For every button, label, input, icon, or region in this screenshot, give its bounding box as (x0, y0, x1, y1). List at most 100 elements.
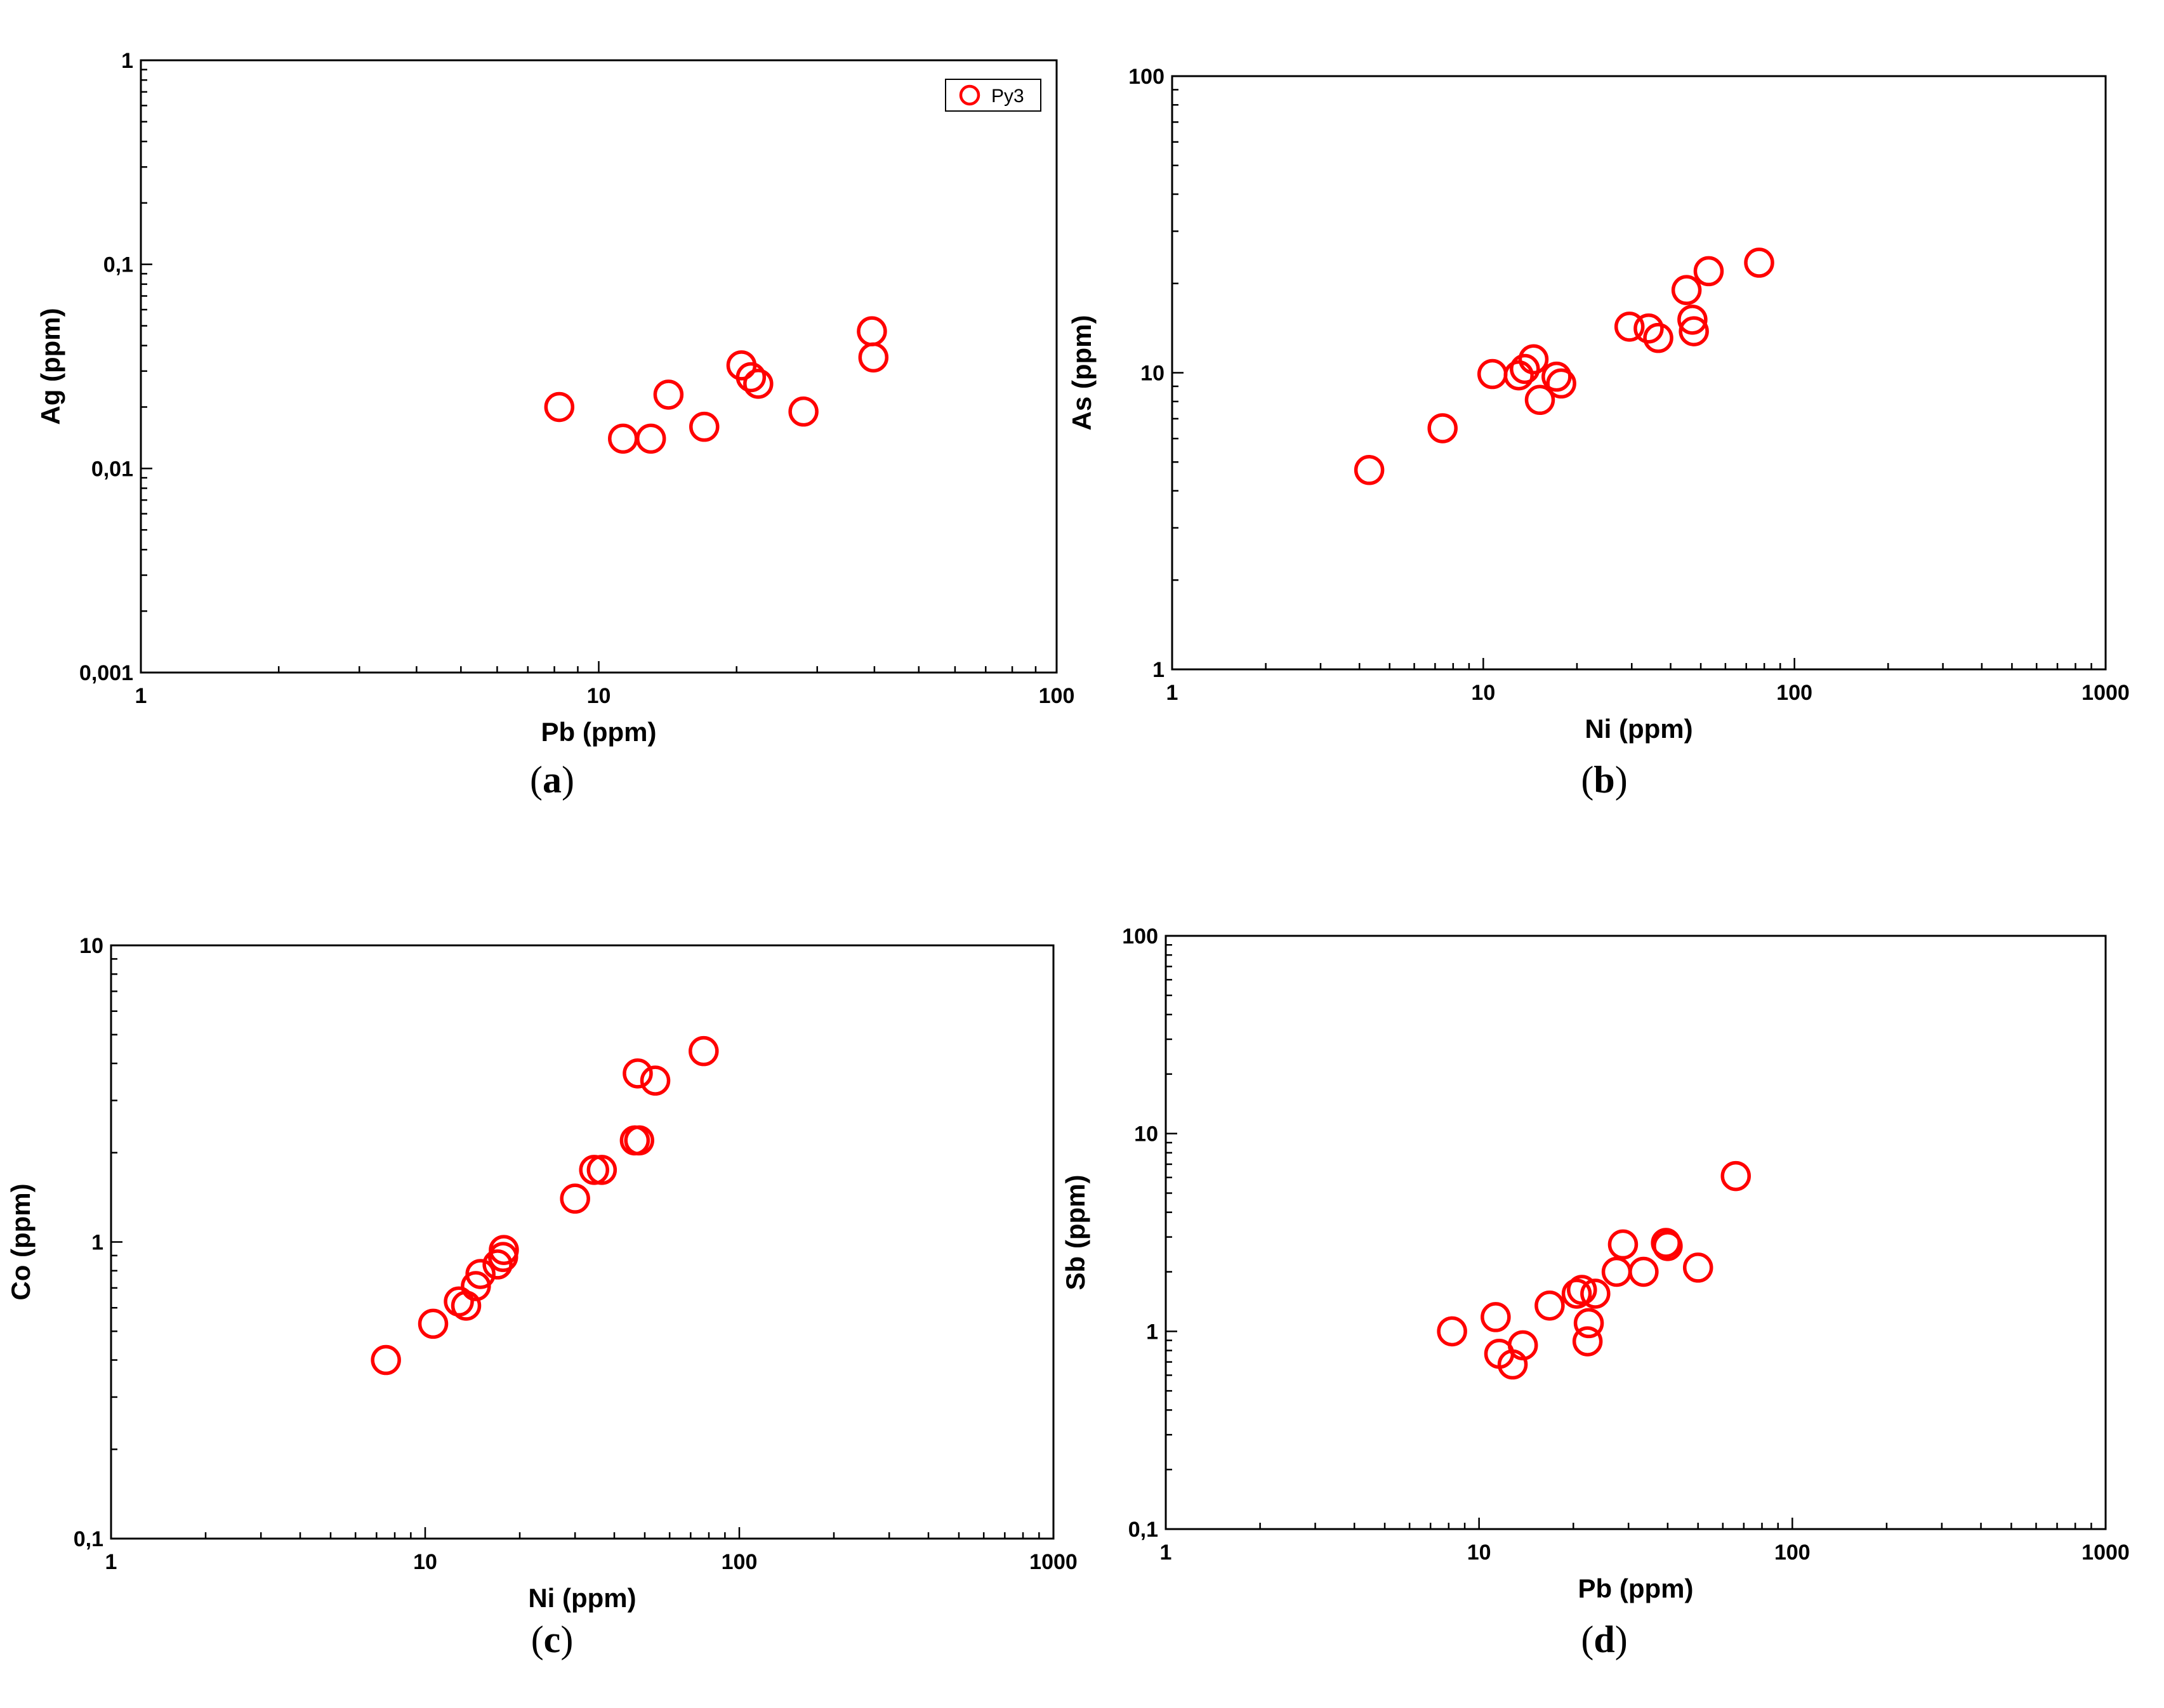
scatter-point (1524, 384, 1555, 416)
scatter-point (1481, 1302, 1511, 1332)
scatter-point (1628, 1256, 1659, 1287)
legend-marker (959, 84, 980, 106)
x-tick-label: 100 (1774, 1540, 1811, 1565)
scatter-point (653, 379, 684, 410)
plot-frame (1164, 935, 2107, 1530)
y-tick-label: 1 (121, 49, 133, 73)
x-tick-label: 100 (1776, 681, 1812, 705)
x-tick-label: 1 (1166, 681, 1178, 705)
scatter-point (608, 423, 638, 454)
x-axis-label: Ni (ppm) (528, 1583, 636, 1613)
y-axis-label: Sb (ppm) (1060, 1175, 1090, 1291)
y-tick-label: 1 (1152, 658, 1164, 682)
scatter-point (1614, 312, 1645, 342)
scatter-point (371, 1344, 401, 1376)
plot-frame (1171, 75, 2107, 671)
scatter-point (586, 1155, 617, 1185)
scatter-point (1427, 413, 1458, 443)
scatter-point (1573, 1308, 1604, 1339)
scatter-point (1546, 368, 1576, 399)
x-tick-label: 1 (135, 684, 147, 708)
scatter-point (1354, 455, 1385, 485)
x-tick-label: 1000 (2082, 1540, 2130, 1565)
y-tick-label: 0,001 (79, 661, 133, 685)
x-tick-label: 1 (1160, 1540, 1172, 1565)
scatter-point (465, 1259, 496, 1289)
scatter-point (640, 1065, 671, 1096)
y-axis-label: Ag (ppm) (36, 308, 65, 424)
caption-d: (d) (1581, 1619, 1628, 1660)
x-axis-label: Pb (ppm) (541, 717, 657, 747)
x-tick-label: 10 (587, 684, 611, 708)
scatter-point (1601, 1256, 1632, 1287)
scatter-point (1518, 344, 1549, 375)
scatter-point (1679, 316, 1709, 346)
caption-b: (b) (1581, 759, 1628, 801)
x-axis-label: Ni (ppm) (1585, 714, 1692, 744)
y-tick-label: 100 (1128, 65, 1164, 89)
scatter-point (482, 1249, 513, 1280)
scatter-point (560, 1183, 590, 1214)
y-tick-label: 1 (1146, 1320, 1158, 1344)
x-tick-label: 100 (1039, 684, 1075, 708)
y-tick-label: 0,1 (103, 253, 133, 277)
chart-panel-c: 1 10 100 1000 0,1 1 10 Ni (ppm) Co (ppm) (3, 920, 1079, 1624)
scatter-point (857, 316, 887, 346)
scatter-point (544, 391, 575, 423)
x-tick-label: 10 (413, 1550, 437, 1574)
x-tick-label: 10 (1467, 1540, 1491, 1565)
chart-panel-d: 1 10 100 1000 0,1 1 10 100 Pb (ppm) Sb (ppm) (1058, 910, 2131, 1615)
caption-c: (c) (531, 1619, 574, 1660)
scatter-point (1580, 1278, 1611, 1309)
scatter-point (1671, 275, 1702, 305)
scatter-point (1693, 256, 1724, 287)
scatter-point (1653, 1231, 1683, 1261)
scatter-point (418, 1308, 449, 1339)
scatter-point (743, 369, 774, 399)
scatter-point (623, 1058, 653, 1089)
scatter-point (579, 1155, 609, 1185)
scatter-point (1607, 1229, 1639, 1260)
x-tick-label: 1 (105, 1550, 117, 1574)
chart-a-svg: 1 10 100 0,001 0,01 0,1 1 Pb (ppm) Ag (ppm) Py3 (36, 49, 1075, 747)
scatter-point (1534, 1290, 1565, 1321)
x-tick-label: 1000 (2082, 681, 2130, 705)
scatter-point (689, 411, 720, 442)
scatter-point (1744, 247, 1774, 278)
chart-panel-b: 1 10 100 1000 1 10 100 Ni (ppm) As (ppm) (1064, 51, 2131, 755)
x-tick-label: 1000 (1029, 1550, 1078, 1574)
y-tick-label: 0,01 (91, 457, 133, 481)
y-tick-label: 10 (79, 934, 103, 958)
x-tick-label: 10 (1471, 681, 1495, 705)
scatter-point (1561, 1278, 1592, 1309)
scatter-point (1507, 1330, 1538, 1361)
scatter-point (1477, 358, 1508, 390)
scatter-point (451, 1291, 482, 1321)
y-tick-label: 1 (91, 1231, 103, 1255)
scatter-point (1541, 361, 1572, 392)
scatter-point (489, 1235, 519, 1265)
x-axis-label: Pb (ppm) (1578, 1573, 1694, 1603)
scatter-point (624, 1125, 654, 1156)
scatter-point (1720, 1160, 1751, 1192)
scatter-point (1510, 353, 1540, 384)
chart-b-svg: 1 10 100 1000 1 10 100 Ni (ppm) As (ppm) (1067, 65, 2130, 744)
y-tick-label: 0,1 (1128, 1518, 1158, 1542)
scatter-point (689, 1035, 719, 1067)
y-tick-label: 10 (1140, 362, 1164, 386)
y-tick-label: 100 (1122, 924, 1158, 949)
scatter-point (1643, 322, 1673, 353)
scatter-point (736, 362, 767, 393)
scatter-point (858, 342, 889, 373)
scatter-point (1677, 305, 1708, 335)
scatter-point (1682, 1252, 1713, 1283)
plot-frame (110, 944, 1055, 1540)
chart-panel-a: 1 10 100 0,001 0,01 0,1 1 Pb (ppm) Ag (ppm) Py3 (33, 35, 1082, 758)
plot-frame (140, 59, 1058, 674)
y-tick-label: 10 (1134, 1122, 1158, 1146)
scatter-point (1567, 1275, 1597, 1305)
scatter-point (1633, 313, 1664, 344)
